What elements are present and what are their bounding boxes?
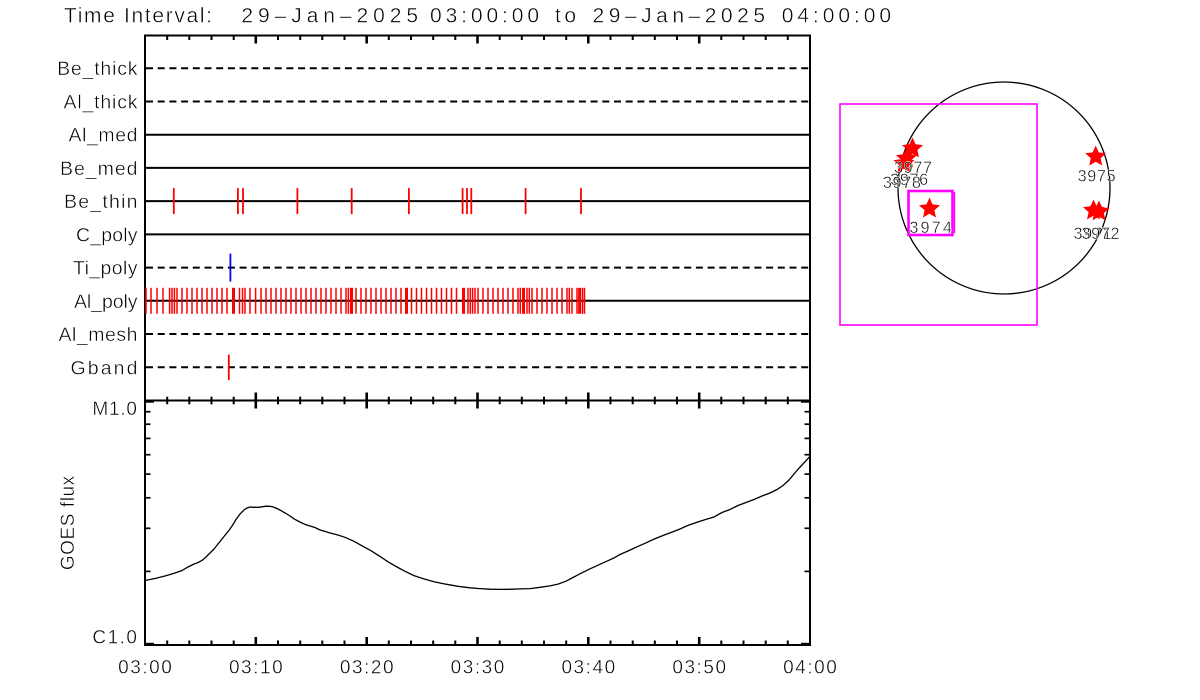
svg-text:GOES flux: GOES flux bbox=[58, 475, 79, 570]
svg-text:3976: 3976 bbox=[890, 171, 928, 189]
svg-text:03:10: 03:10 bbox=[229, 657, 283, 678]
svg-text:Al_thick: Al_thick bbox=[64, 92, 138, 114]
svg-text:M1.0: M1.0 bbox=[92, 399, 137, 420]
svg-text:C1.0: C1.0 bbox=[92, 628, 137, 649]
svg-text:Al_med: Al_med bbox=[69, 125, 138, 147]
svg-text:04:00: 04:00 bbox=[783, 657, 837, 678]
svg-text:03:20: 03:20 bbox=[340, 657, 394, 678]
svg-text:Gband: Gband bbox=[71, 357, 138, 379]
svg-text:Al_poly: Al_poly bbox=[74, 291, 138, 313]
svg-text:Be_thick: Be_thick bbox=[57, 58, 138, 80]
svg-text:3978: 3978 bbox=[883, 174, 921, 192]
svg-text:03:50: 03:50 bbox=[672, 657, 726, 678]
svg-text:Al_mesh: Al_mesh bbox=[59, 324, 138, 346]
svg-text:Be_thin: Be_thin bbox=[64, 191, 138, 213]
svg-text:3977: 3977 bbox=[894, 159, 932, 177]
svg-text:3971: 3971 bbox=[1074, 225, 1112, 243]
svg-text:3975: 3975 bbox=[1078, 167, 1116, 185]
svg-text:3972: 3972 bbox=[1082, 225, 1120, 243]
svg-text:C_poly: C_poly bbox=[76, 224, 138, 246]
svg-text:29–Jan–2025: 29–Jan–2025 bbox=[241, 5, 418, 28]
svg-text:Be_med: Be_med bbox=[60, 158, 138, 180]
svg-text:29–Jan–2025: 29–Jan–2025 bbox=[593, 5, 766, 28]
svg-text:03:30: 03:30 bbox=[451, 657, 505, 678]
svg-text:03:40: 03:40 bbox=[561, 657, 615, 678]
svg-text:03:00: 03:00 bbox=[118, 657, 172, 678]
svg-text:Ti_poly: Ti_poly bbox=[73, 258, 138, 280]
svg-text:to: to bbox=[555, 5, 576, 28]
svg-text:Time Interval:: Time Interval: bbox=[64, 5, 212, 28]
